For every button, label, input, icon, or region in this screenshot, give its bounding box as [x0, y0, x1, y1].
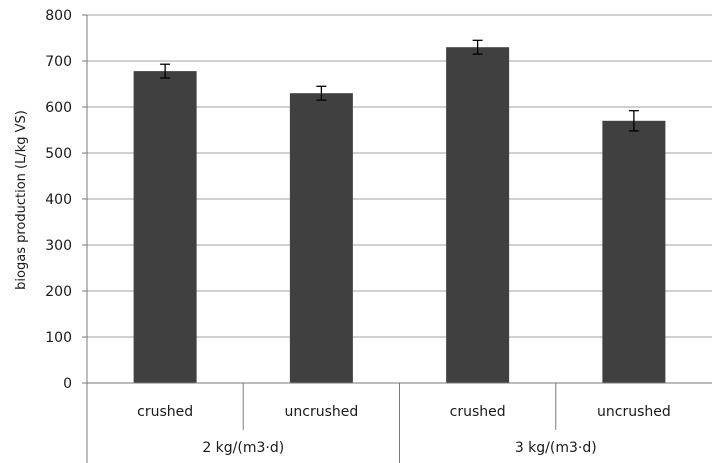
x-group-label: 3 kg/(m3·d) — [515, 440, 597, 456]
y-tick-label: 800 — [45, 8, 72, 24]
y-axis-label: biogas production (L/kg VS) — [14, 110, 29, 290]
y-tick-label: 0 — [63, 376, 72, 392]
x-category-labels: crushed uncrushed crushed uncrushed 2 kg/(m3… — [137, 404, 671, 456]
x-category-label: uncrushed — [285, 404, 359, 420]
x-category-label: uncrushed — [597, 404, 671, 420]
y-tick-label: 400 — [45, 192, 72, 208]
y-tick-label: 100 — [45, 330, 72, 346]
bars — [133, 47, 666, 384]
x-category-label: crushed — [450, 404, 506, 420]
y-tick-label: 300 — [45, 238, 72, 254]
x-group-label: 2 kg/(m3·d) — [202, 440, 284, 456]
y-tick-label: 500 — [45, 146, 72, 162]
y-tick-label: 700 — [45, 54, 72, 70]
axes — [82, 14, 712, 463]
x-category-label: crushed — [137, 404, 193, 420]
y-tick-label: 600 — [45, 100, 72, 116]
error-bars — [160, 39, 639, 132]
bar — [289, 93, 353, 383]
y-tick-label: 200 — [45, 284, 72, 300]
bar — [602, 120, 666, 384]
bar — [446, 47, 510, 383]
y-tick-labels: 0 100 200 300 400 500 600 700 800 — [45, 8, 72, 392]
bar — [133, 71, 197, 384]
